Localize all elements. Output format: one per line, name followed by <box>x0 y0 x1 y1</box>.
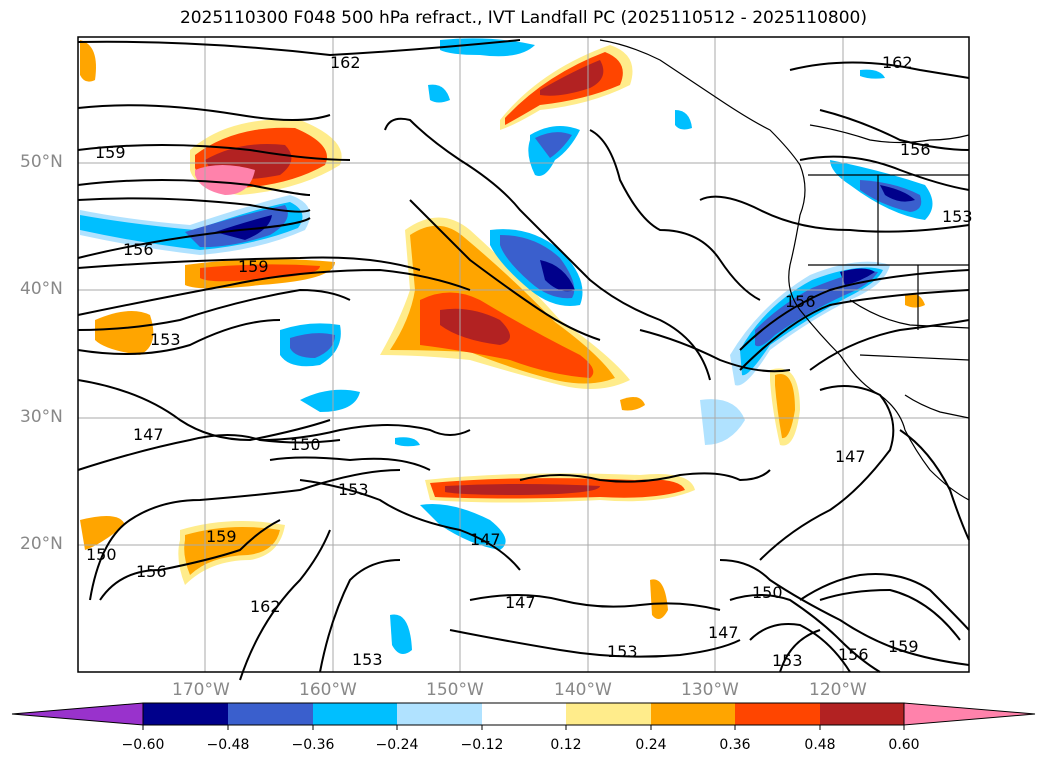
colorbar-extend-min <box>11 702 144 726</box>
contour-label: 162 <box>882 53 913 72</box>
colorbar-segment <box>651 703 735 725</box>
colorbar-segment <box>735 703 820 725</box>
contour-label: 153 <box>772 651 803 670</box>
contour-label: 159 <box>206 527 237 546</box>
contour-label: 153 <box>942 207 973 226</box>
contour-label: 147 <box>708 623 739 642</box>
map-frame <box>77 36 970 673</box>
colorbar-tick-label: −0.48 <box>206 737 250 753</box>
map-title: 2025110300 F048 500 hPa refract., IVT La… <box>179 8 867 28</box>
contour-label: 150 <box>86 545 117 564</box>
refractivity-anomaly-fill <box>80 38 933 654</box>
contour-label: 162 <box>330 53 361 72</box>
contour-label: 153 <box>338 480 369 499</box>
negative-anomaly-patches <box>80 38 933 654</box>
contour-label: 159 <box>888 637 919 656</box>
contour-label: 162 <box>250 597 281 616</box>
colorbar-tick-label: −0.60 <box>121 737 165 753</box>
lon-label: 120°W <box>809 680 867 700</box>
colorbar-segment <box>228 703 313 725</box>
lat-label: 40°N <box>20 279 63 299</box>
lon-label: 160°W <box>299 680 357 700</box>
contour-label: 153 <box>150 330 181 349</box>
lat-label: 50°N <box>20 152 63 172</box>
colorbar-segment <box>566 703 651 725</box>
lon-label: 150°W <box>426 680 484 700</box>
graticule <box>78 37 969 672</box>
contour-label: 147 <box>505 593 536 612</box>
contour-label: 147 <box>470 530 501 549</box>
colorbar-tick-label: 0.48 <box>804 737 836 753</box>
lon-label: 140°W <box>554 680 612 700</box>
colorbar-tick-label: −0.36 <box>291 737 335 753</box>
colorbar-segment <box>143 703 228 725</box>
colorbar-extend-max <box>903 702 1036 726</box>
contour-label: 150 <box>290 435 321 454</box>
lat-label: 30°N <box>20 407 63 427</box>
colorbar-tick-label: 0.12 <box>550 737 582 753</box>
contour-label: 150 <box>752 583 783 602</box>
contour-label: 159 <box>238 257 269 276</box>
contour-label: 156 <box>123 240 154 259</box>
colorbar-tick-label: 0.36 <box>719 737 751 753</box>
lat-label: 20°N <box>20 534 63 554</box>
contour-labels: 162 159 156 159 153 147 150 153 159 156 … <box>86 53 973 670</box>
colorbar-segment <box>313 703 397 725</box>
coastlines <box>599 39 970 501</box>
contour-label: 156 <box>136 562 167 581</box>
positive-anomaly-patches <box>80 40 925 619</box>
contour-label: 147 <box>133 425 164 444</box>
colorbar-segment <box>397 703 482 725</box>
contour-label: 153 <box>352 650 383 669</box>
colorbar-tick-label: 0.24 <box>635 737 667 753</box>
colorbar-segment <box>820 703 904 725</box>
colorbar-tick-label: −0.12 <box>460 737 504 753</box>
colorbar-tick-label: 0.60 <box>888 737 920 753</box>
colorbar <box>11 702 1036 730</box>
contour-label: 159 <box>95 143 126 162</box>
contour-label: 147 <box>835 447 866 466</box>
colorbar-tick-label: −0.24 <box>375 737 419 753</box>
contour-label: 156 <box>900 140 931 159</box>
lon-label: 170°W <box>172 680 230 700</box>
lon-label: 130°W <box>681 680 739 700</box>
contour-label: 156 <box>838 645 869 664</box>
height-contours <box>77 39 970 681</box>
contour-label: 156 <box>785 292 816 311</box>
contour-label: 153 <box>607 642 638 661</box>
colorbar-segment <box>482 703 566 725</box>
